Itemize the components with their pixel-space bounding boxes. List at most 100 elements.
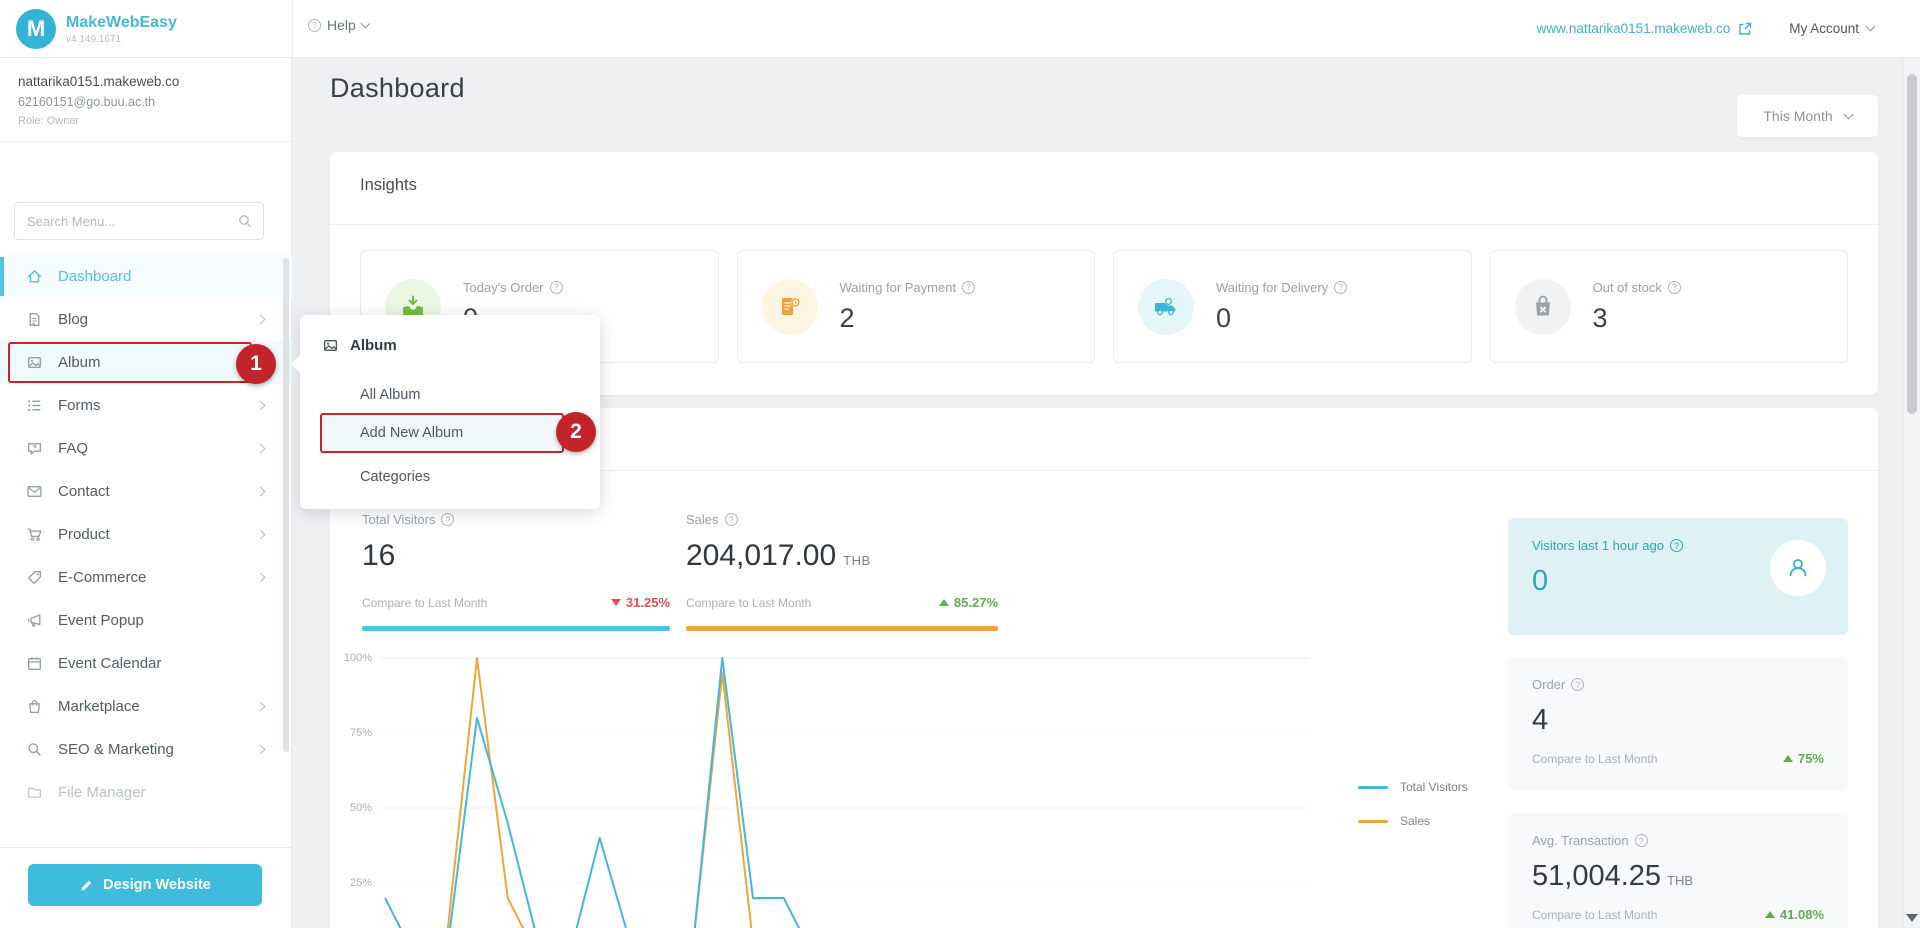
y-axis-tick: 100% [343, 652, 372, 664]
sidebar-item-dashboard[interactable]: Dashboard [0, 255, 292, 298]
visitor-person-icon [1770, 540, 1826, 596]
stat-label: Total Visitors [362, 512, 436, 527]
design-website-button[interactable]: Design Website [28, 864, 262, 906]
divider [330, 470, 1878, 471]
sidebar-item-file-manager[interactable]: File Manager [0, 771, 292, 814]
calendar-icon [26, 655, 43, 672]
pencil-icon [81, 880, 92, 891]
card-value: 51,004.25 [1532, 860, 1662, 892]
album-icon [323, 340, 338, 351]
period-dropdown[interactable]: This Month [1737, 95, 1878, 137]
brand: M MakeWebEasy v4.149.1671 [16, 9, 177, 49]
info-icon[interactable]: ? [549, 280, 563, 294]
search-input[interactable] [15, 213, 237, 229]
faq-icon [26, 440, 43, 457]
sidebar-item-label: Dashboard [58, 268, 132, 285]
card-out-of-stock: Out of stock? 3 [1489, 250, 1848, 363]
chart-line-total-visitors [384, 657, 801, 928]
flyout-item-add-new-album[interactable]: Add New Album [320, 413, 564, 453]
sidebar-scrollbar-thumb[interactable] [283, 258, 289, 752]
legend-item-total-visitors: Total Visitors [1358, 780, 1468, 794]
card-label: Waiting for Delivery [1216, 279, 1329, 295]
info-icon[interactable]: ? [1667, 280, 1681, 294]
sidebar-item-ecommerce[interactable]: E-Commerce [0, 556, 292, 599]
sales-accent-bar [686, 626, 998, 631]
sidebar-item-label: Event Calendar [58, 655, 162, 672]
sidebar-search [14, 202, 264, 240]
sidebar-item-label: E-Commerce [58, 569, 147, 586]
topbar-divider [292, 0, 293, 57]
scroll-down-arrow-icon[interactable] [1906, 914, 1918, 922]
info-icon[interactable]: ? [724, 513, 738, 526]
card-value: 4 [1532, 704, 1549, 736]
info-icon[interactable]: ? [1571, 678, 1585, 691]
legend-swatch-icon [1358, 819, 1388, 823]
help-circle-icon: ? [308, 18, 321, 32]
divider [330, 224, 1878, 225]
sidebar-item-event-popup[interactable]: Event Popup [0, 599, 292, 642]
sidebar-item-faq[interactable]: FAQ [0, 427, 292, 470]
legend-label: Sales [1400, 814, 1431, 828]
card-value: 0 [1532, 565, 1549, 597]
info-icon[interactable]: ? [1634, 834, 1648, 847]
trend-down-icon [610, 599, 621, 606]
sidebar-item-label: Forms [58, 397, 101, 414]
info-icon[interactable]: ? [962, 280, 976, 294]
trend-up-icon [1782, 755, 1793, 762]
trend-up-icon [938, 599, 949, 606]
bag-icon [26, 698, 43, 715]
sidebar-item-forms[interactable]: Forms [0, 384, 292, 427]
mail-icon [26, 483, 43, 500]
truck-icon [1138, 278, 1194, 335]
brand-version: v4.149.1671 [66, 33, 122, 45]
sidebar-item-event-calendar[interactable]: Event Calendar [0, 642, 292, 685]
annotation-outline [8, 342, 252, 383]
sidebar-item-label: Event Popup [58, 612, 144, 629]
chart-legend: Total Visitors Sales [1358, 780, 1468, 848]
chevron-right-icon [255, 400, 266, 411]
sidebar-menu: Dashboard Blog Album Forms [0, 255, 292, 814]
chevron-right-icon [255, 314, 266, 325]
card-value: 3 [1592, 302, 1608, 333]
external-link-icon [1739, 22, 1752, 35]
sidebar-item-seo-marketing[interactable]: SEO & Marketing [0, 728, 292, 771]
page-scrollbar[interactable] [1903, 58, 1920, 928]
site-url-link[interactable]: www.nattarika0151.makeweb.co [1537, 21, 1754, 37]
chevron-right-icon [255, 701, 266, 712]
sidebar-item-label: Marketplace [58, 698, 140, 715]
folder-icon [26, 784, 43, 801]
compare-label: Compare to Last Month [686, 595, 812, 610]
help-menu[interactable]: ? Help [308, 17, 371, 33]
sidebar-item-marketplace[interactable]: Marketplace [0, 685, 292, 728]
legend-label: Total Visitors [1400, 780, 1468, 794]
flyout-pointer-icon [291, 355, 300, 373]
card-label: Today's Order [463, 279, 544, 295]
sidebar: nattarika0151.makeweb.co 62160151@go.buu… [0, 58, 292, 928]
album-flyout-menu: Album All Album Add New Album Categories… [291, 315, 600, 509]
card-value: 0 [1216, 302, 1232, 333]
page-scrollbar-thumb[interactable] [1907, 74, 1917, 414]
info-icon[interactable]: ? [441, 513, 455, 526]
sidebar-item-blog[interactable]: Blog [0, 298, 292, 341]
forms-icon [26, 397, 43, 414]
sidebar-item-product[interactable]: Product [0, 513, 292, 556]
trend-up-icon [1764, 911, 1775, 918]
card-value: 2 [839, 302, 855, 333]
sidebar-item-label: Album [58, 354, 101, 371]
my-account-menu[interactable]: My Account [1789, 21, 1876, 36]
avg-transaction-card: Avg. Transaction? 51,004.25 THB Compare t… [1508, 813, 1848, 928]
info-icon[interactable]: ? [1670, 539, 1683, 552]
flyout-item-all-album[interactable]: All Album [360, 387, 421, 403]
currency-label: THB [1667, 873, 1694, 888]
stat-value: 204,017.00 [686, 539, 837, 572]
brand-name: MakeWebEasy [66, 13, 177, 31]
sidebar-item-contact[interactable]: Contact [0, 470, 292, 513]
makewebeasy-logo-icon: M [16, 9, 56, 49]
user-block: nattarika0151.makeweb.co 62160151@go.buu… [0, 58, 291, 142]
chart-plot-area [380, 657, 1310, 928]
visitors-last-hour-card: Visitors last 1 hour ago? 0 [1508, 518, 1848, 635]
info-icon[interactable]: ? [1334, 280, 1348, 294]
y-axis-tick: 75% [349, 727, 372, 739]
flyout-item-categories[interactable]: Categories [360, 469, 431, 485]
stat-label: Sales [686, 512, 719, 527]
